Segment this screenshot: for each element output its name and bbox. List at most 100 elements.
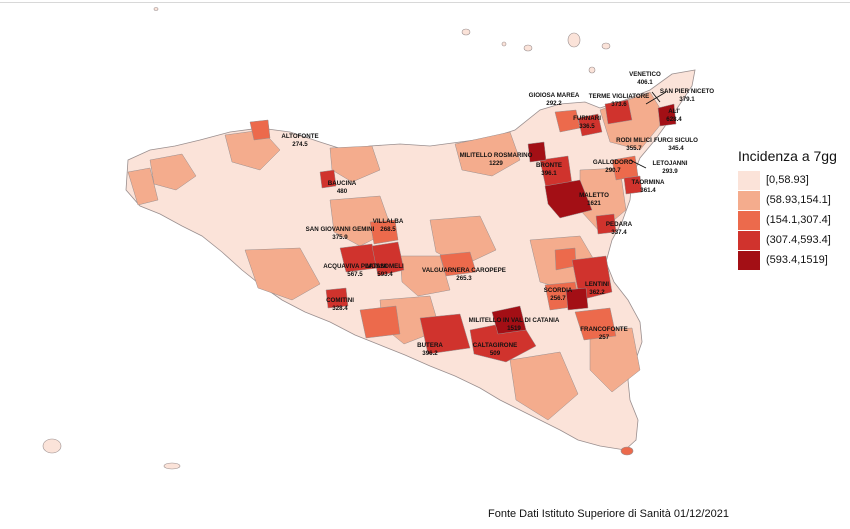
municipality-value: 1229	[489, 160, 503, 167]
municipality-name: BRONTE	[536, 162, 562, 169]
municipality-name: SAN GIOVANNI GEMINI	[306, 226, 375, 233]
zone-baucina	[319, 169, 337, 189]
zone-furnari	[577, 113, 603, 137]
zone-butera	[419, 313, 471, 355]
zone-nebrodi	[454, 131, 521, 177]
municipality-name: RODI MILICI	[616, 137, 652, 144]
zone-madonie	[329, 145, 381, 183]
municipality-name: LETOJANNI	[653, 160, 688, 167]
legend-swatch	[738, 250, 760, 270]
municipality-value: 628.4	[666, 116, 682, 123]
zone-maletto	[544, 179, 593, 219]
municipality-value: 293.9	[662, 168, 678, 175]
zone-sw	[359, 305, 401, 339]
island-egadi	[42, 438, 62, 454]
zone-enna	[429, 215, 497, 267]
zone-militello-rosmarino	[527, 141, 547, 163]
legend-swatch	[738, 190, 760, 210]
legend: Incidenza a 7gg [0,58.93] (58.93,154.1] …	[738, 148, 848, 270]
municipality-value: 396.2	[422, 350, 438, 357]
legend-row: (58.93,154.1]	[738, 190, 848, 210]
zone-mussomeli	[371, 241, 405, 277]
municipality-name: MILITELLO ROSMARINO	[460, 152, 533, 159]
municipality-value: 567.5	[347, 271, 363, 278]
municipality-name: CALTAGIRONE	[473, 342, 517, 349]
municipality-name: FRANCOFONTE	[580, 326, 627, 333]
municipality-value: 292.2	[546, 100, 562, 107]
legend-swatch	[738, 170, 760, 190]
municipality-value: 396.1	[541, 170, 557, 177]
municipality-name: MUSSOMELI	[366, 263, 404, 270]
municipality-value: 265.3	[456, 275, 472, 282]
zone-catania-south	[554, 247, 577, 271]
municipality-name: ALI'	[668, 108, 680, 115]
municipality-value: 375.9	[332, 234, 348, 241]
legend-row: [0,58.93]	[738, 170, 848, 190]
zone-militello-val-catania	[491, 305, 527, 335]
municipality-value: 345.4	[668, 145, 684, 152]
leader-san-pier-niceto	[645, 91, 667, 105]
municipality-value: 1621	[587, 200, 601, 207]
municipality-name: COMITINI	[326, 297, 354, 304]
municipality-name: BAUCINA	[328, 180, 357, 187]
legend-row: (307.4,593.4]	[738, 230, 848, 250]
zone-altofonte	[249, 119, 271, 141]
municipality-value: 257	[599, 334, 610, 341]
zone-lentini-core	[565, 287, 589, 311]
island-stromboli	[588, 66, 596, 74]
municipality-value: 337.4	[611, 229, 627, 236]
municipality-name: MILITELLO IN VAL DI CATANIA	[469, 317, 560, 324]
municipality-name: BUTERA	[417, 342, 443, 349]
legend-label: (593.4,1519]	[766, 254, 828, 266]
island-capo-passero	[620, 446, 634, 456]
municipality-value: 328.4	[332, 305, 348, 312]
municipality-value: 361.4	[640, 187, 656, 194]
municipality-value: 373.6	[611, 101, 627, 108]
municipality-name: ALTOFONTE	[281, 133, 318, 140]
zone-agrigento	[244, 247, 321, 301]
zone-taormina	[623, 175, 643, 195]
municipality-name: GALLODORO	[593, 159, 633, 166]
zone-ali	[657, 103, 677, 127]
municipality-name: SCORDIA	[544, 287, 573, 294]
municipality-value: 336.5	[579, 123, 595, 130]
zone-trapani	[127, 167, 159, 206]
zone-francofonte	[574, 307, 617, 341]
island-salina	[523, 44, 533, 52]
zone-comitini	[325, 287, 349, 309]
municipality-name: PEDARA	[606, 221, 633, 228]
municipality-name: FURNARI	[573, 115, 601, 122]
legend-swatch	[738, 230, 760, 250]
island-vulcano	[601, 42, 611, 50]
zone-terme	[604, 99, 633, 125]
municipality-name: VILLALBA	[373, 218, 404, 225]
municipality-name: ACQUAVIVA PLATANI	[323, 263, 387, 270]
municipality-name: VALGUARNERA CAROPEPE	[422, 267, 506, 274]
zone-siracusa	[589, 327, 641, 393]
island-lampedusa	[163, 462, 181, 470]
island-ustica	[461, 28, 471, 36]
municipality-name: MALETTO	[579, 192, 609, 199]
municipality-value: 355.7	[626, 145, 642, 152]
municipality-name: VENETICO	[629, 71, 661, 78]
legend-label: (307.4,593.4]	[766, 234, 831, 246]
municipality-value: 268.5	[380, 226, 396, 233]
municipality-value: 480	[337, 188, 348, 195]
municipality-name: GIOIOSA MAREA	[529, 92, 580, 99]
legend-title: Incidenza a 7gg	[738, 148, 837, 164]
island-pantelleria	[153, 7, 159, 11]
municipality-value: 256.7	[550, 295, 566, 302]
zone-west	[149, 153, 197, 191]
zone-pedara	[595, 213, 617, 235]
municipality-value: 379.1	[679, 96, 695, 103]
legend-swatch	[738, 210, 760, 230]
municipality-name: SAN PIER NICETO	[660, 88, 714, 95]
island-lipari	[567, 32, 581, 48]
municipality-name: FURCI SICULO	[654, 137, 698, 144]
leader-letojanni	[629, 159, 647, 169]
municipality-value: 362.2	[589, 289, 605, 296]
zone-valguarnera	[439, 251, 477, 277]
municipality-value: 509	[490, 350, 501, 357]
legend-label: (58.93,154.1]	[766, 194, 831, 206]
